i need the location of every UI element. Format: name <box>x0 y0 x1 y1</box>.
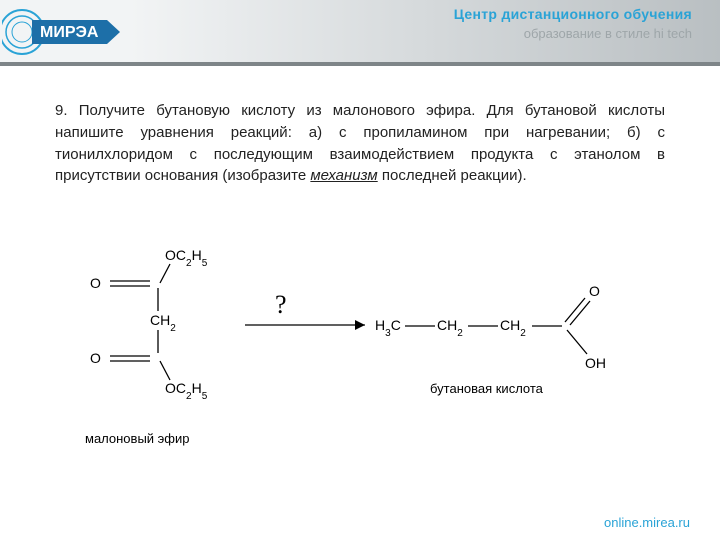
label-oc2h5-top: OC2H5 <box>165 248 208 269</box>
question-tail: последней реакции). <box>378 167 527 184</box>
arrow-head <box>355 320 365 330</box>
question-emph: механизм <box>310 167 377 184</box>
label-ch2-1: CH2 <box>437 317 463 339</box>
product-caption: бутановая кислота <box>430 381 544 396</box>
header: МИРЭА Центр дистанционного обучения обра… <box>0 0 720 74</box>
label-oh: OH <box>585 355 606 371</box>
header-subtitle: образование в стиле hi tech <box>524 26 692 41</box>
label-o-bot: O <box>90 350 101 366</box>
label-o-acid: O <box>589 283 600 299</box>
footer-url: online.mirea.ru <box>604 515 690 530</box>
question-number: 9. <box>55 102 68 119</box>
question-block: 9. Получите бутановую кислоту из малонов… <box>55 100 665 187</box>
label-oc2h5-bot: OC2H5 <box>165 380 208 402</box>
label-ch2: CH2 <box>150 312 176 334</box>
reaction-diagram: OC2H5 O CH2 O OC2H5 малоновый эфир ? H3C… <box>70 248 630 468</box>
header-title: Центр дистанционного обучения <box>454 6 692 22</box>
mirea-logo: МИРЭА <box>2 2 132 62</box>
label-h3c: H3C <box>375 317 401 339</box>
reactant-caption: малоновый эфир <box>85 431 189 446</box>
logo-text: МИРЭА <box>40 24 99 41</box>
question-mark: ? <box>275 290 287 319</box>
label-ch2-2: CH2 <box>500 317 526 339</box>
header-line <box>0 62 720 66</box>
label-o-top: O <box>90 275 101 291</box>
